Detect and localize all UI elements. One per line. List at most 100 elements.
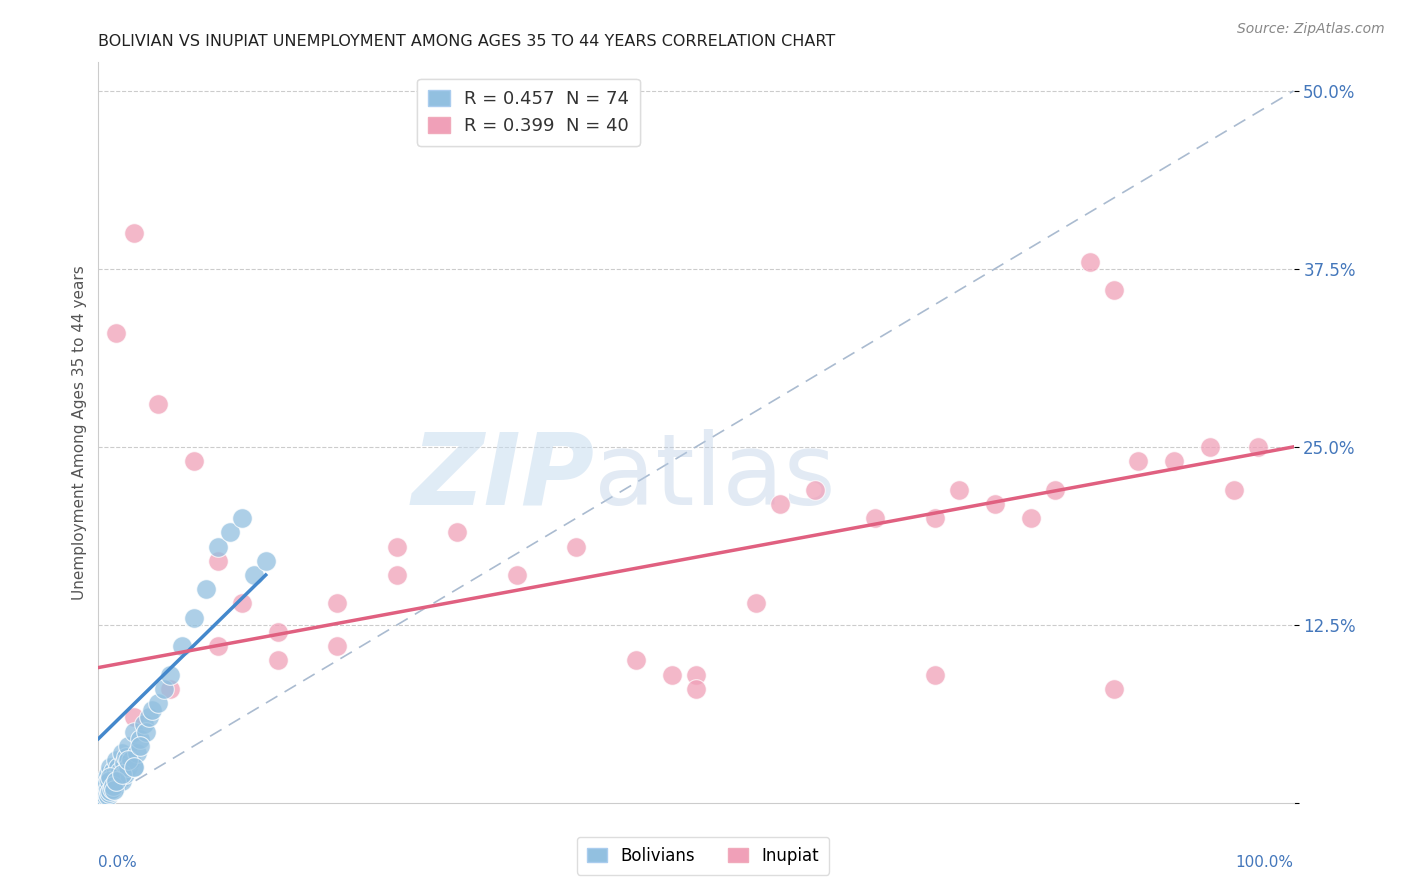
Point [101,779,124,793]
Point [98,770,122,784]
Point [506,568,529,582]
Point [685,681,707,696]
Point [745,597,768,611]
Point [129,739,152,753]
Point [124,760,146,774]
Point [565,540,588,554]
Point [769,497,792,511]
Point [1223,483,1246,497]
Point [1019,511,1042,525]
Text: ZIP: ZIP [412,428,595,525]
Point [243,568,266,582]
Point [195,582,218,597]
Point [148,696,170,710]
Point [117,753,139,767]
Point [103,783,125,797]
Text: 0.0%: 0.0% [98,855,138,870]
Point [98,784,122,798]
Point [254,554,277,568]
Point [924,667,946,681]
Point [183,610,205,624]
Point [100,781,122,796]
Text: BOLIVIAN VS INUPIAT UNEMPLOYMENT AMONG AGES 35 TO 44 YEARS CORRELATION CHART: BOLIVIAN VS INUPIAT UNEMPLOYMENT AMONG A… [98,34,835,49]
Point [1104,283,1126,297]
Point [105,753,128,767]
Point [111,746,134,760]
Point [98,781,122,796]
Point [90,793,112,807]
Point [326,639,349,653]
Point [231,511,253,525]
Point [219,525,242,540]
Point [1128,454,1150,468]
Point [98,786,121,800]
Point [89,794,111,808]
Point [124,760,146,774]
Point [1163,454,1185,468]
Point [153,681,176,696]
Point [93,790,115,805]
Point [183,454,205,468]
Point [111,774,134,789]
Point [96,776,118,790]
Point [117,760,139,774]
Point [91,786,114,800]
Point [90,789,112,803]
Point [97,781,120,796]
Point [159,681,181,696]
Point [111,767,134,781]
Point [91,789,114,803]
Legend: R = 0.457  N = 74, R = 0.399  N = 40: R = 0.457 N = 74, R = 0.399 N = 40 [418,78,640,146]
Point [446,525,468,540]
Point [231,597,253,611]
Point [97,774,120,789]
Point [804,483,827,497]
Point [101,764,124,779]
Point [1043,483,1066,497]
Text: Source: ZipAtlas.com: Source: ZipAtlas.com [1237,22,1385,37]
Point [924,511,946,525]
Point [159,667,181,681]
Point [984,497,1007,511]
Point [112,756,135,770]
Point [98,774,121,789]
Legend: Bolivians, Inupiat: Bolivians, Inupiat [576,837,830,875]
Point [129,731,152,746]
Point [207,540,229,554]
Point [93,781,115,796]
Point [97,789,120,803]
Point [120,753,142,767]
Point [103,774,125,789]
Point [1080,254,1102,268]
Point [115,750,138,764]
Point [138,710,160,724]
Point [100,770,122,784]
Point [385,568,409,582]
Point [97,767,120,781]
Point [267,624,290,639]
Point [96,787,118,801]
Point [91,791,114,805]
Point [207,639,229,653]
Point [148,397,170,411]
Point [626,653,648,667]
Point [661,667,683,681]
Point [105,326,128,340]
Point [98,781,121,796]
Text: atlas: atlas [595,428,837,525]
Point [98,760,122,774]
Point [107,760,129,774]
Point [1247,440,1270,454]
Point [141,703,163,717]
Text: 100.0%: 100.0% [1236,855,1294,870]
Point [207,554,229,568]
Point [91,781,114,796]
Point [124,724,146,739]
Point [1199,440,1222,454]
Point [105,779,128,793]
Point [267,653,290,667]
Point [96,784,118,798]
Point [135,724,157,739]
Point [91,791,114,805]
Point [865,511,887,525]
